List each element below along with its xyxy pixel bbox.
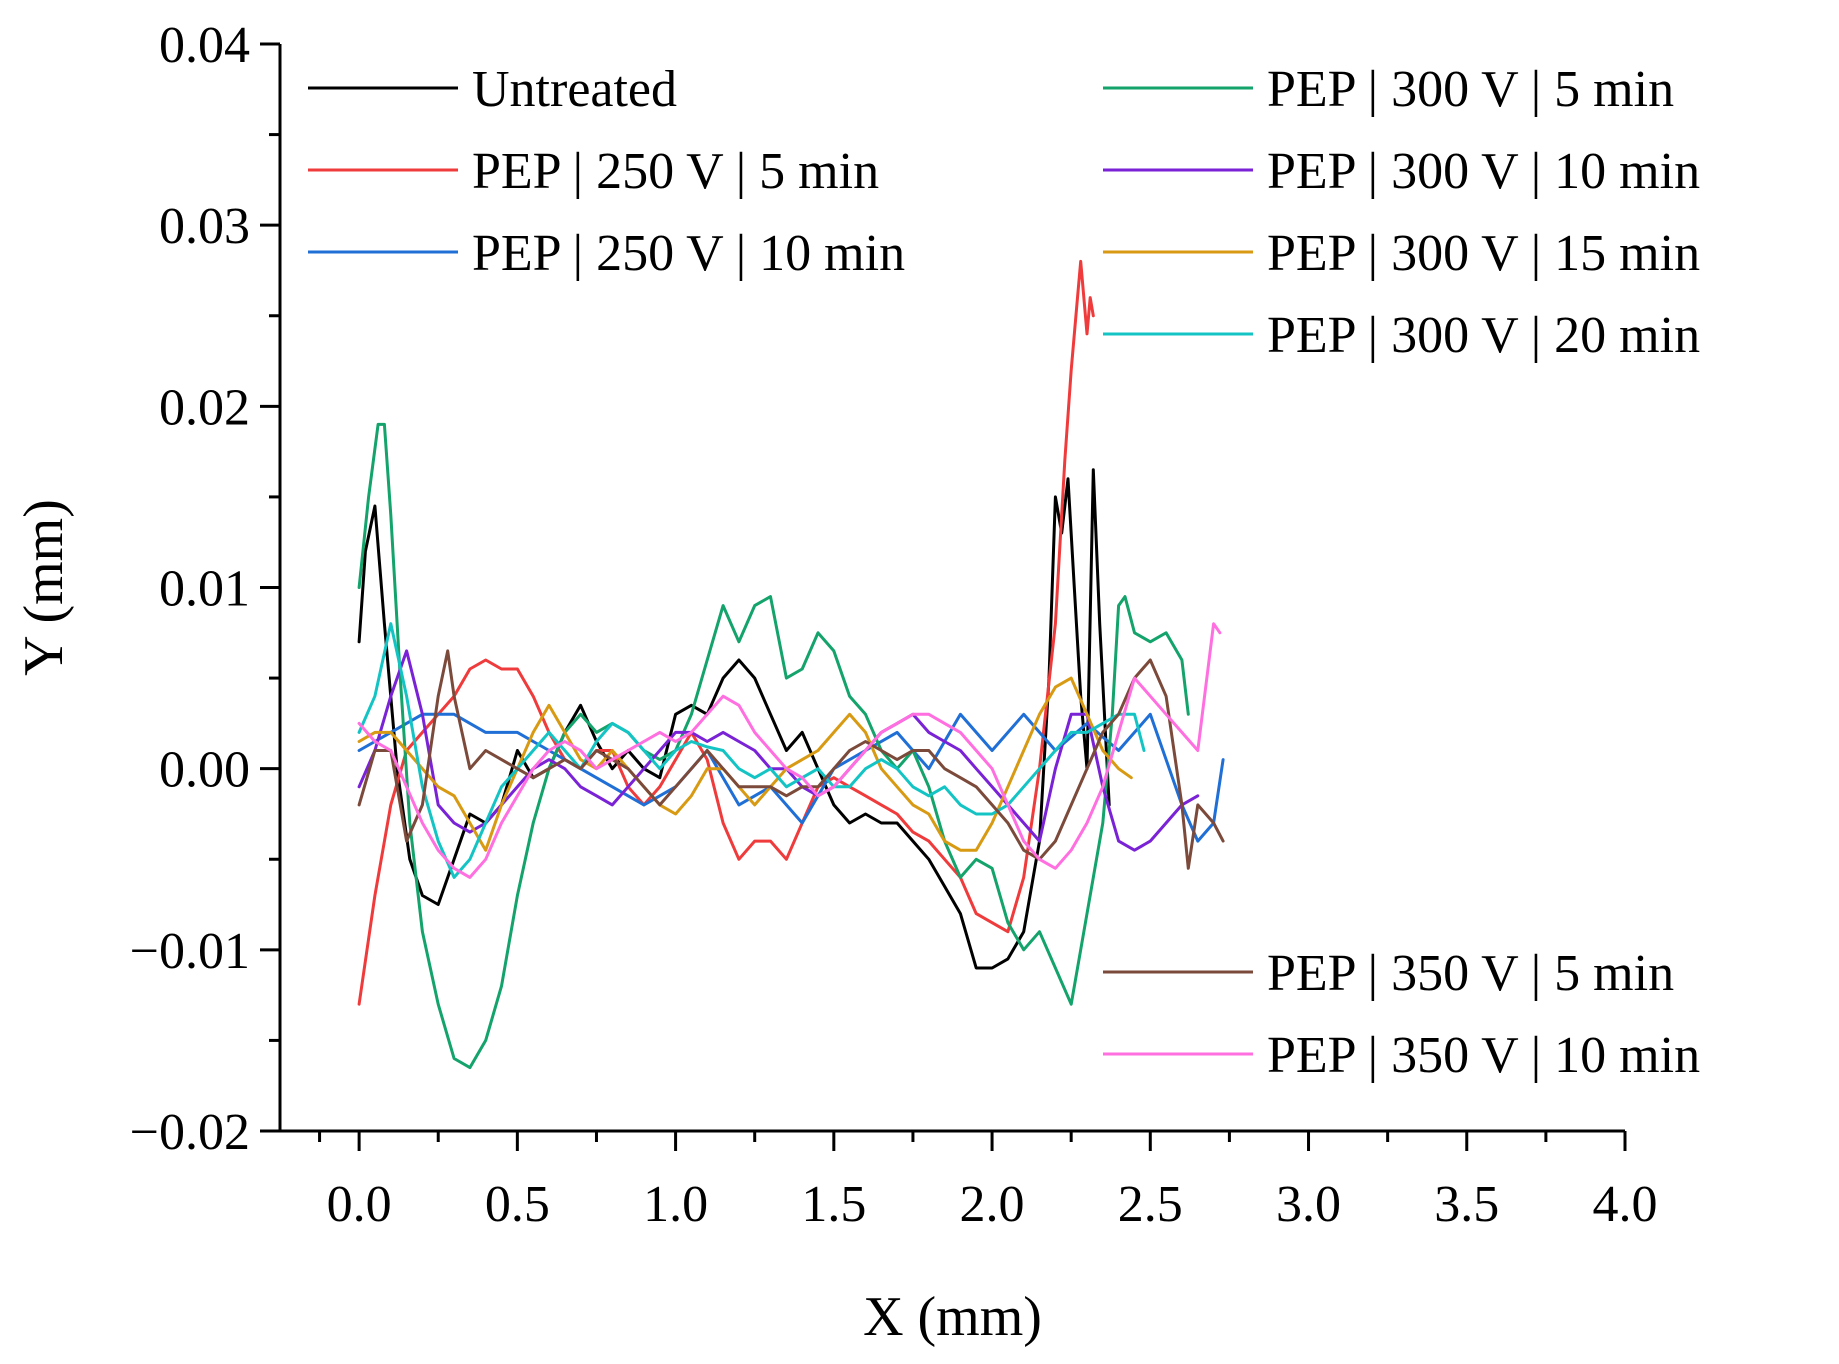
series-line-pep-350-v-10-min (357, 622, 1222, 879)
series-line-pep-300-v-15-min (357, 676, 1133, 852)
legend-label: PEP | 350 V | 5 min (1267, 945, 1674, 1002)
legend-label: PEP | 300 V | 20 min (1267, 307, 1700, 364)
y-tick-label: −0.01 (130, 923, 250, 980)
ticks-layer: −0.02 −0.01 0.00 0.01 0.02 0.03 0.04 0.0 0.5 1.0 1… (130, 17, 1658, 1233)
series-line-pep-300-v-20-min (357, 622, 1146, 879)
x-tick-label: 2.0 (960, 1176, 1025, 1233)
x-tick-label: 1.0 (643, 1176, 708, 1233)
x-tick-label: 3.5 (1434, 1176, 1499, 1233)
y-tick-label: −0.02 (130, 1104, 250, 1161)
legend-label: PEP | 300 V | 5 min (1267, 61, 1674, 118)
x-tick-label: 3.0 (1276, 1176, 1341, 1233)
series-line-pep-350-v-5-min (357, 649, 1225, 870)
legend: Untreated PEP | 250 V | 5 min PEP | 250 V … (308, 61, 1700, 1084)
y-axis-title: Y (mm) (13, 499, 75, 676)
x-axis-title: X (mm) (863, 1286, 1042, 1348)
y-tick-label: 0.04 (159, 17, 250, 74)
x-tick-label: 1.5 (801, 1176, 866, 1233)
legend-label: Untreated (472, 61, 677, 118)
x-tick-label: 2.5 (1118, 1176, 1183, 1233)
y-tick-label: 0.03 (159, 198, 250, 255)
series-line-pep-250-v-5-min (357, 259, 1095, 1006)
y-tick-label: 0.02 (159, 379, 250, 436)
x-tick-label: 4.0 (1593, 1176, 1658, 1233)
legend-label: PEP | 250 V | 10 min (472, 225, 905, 282)
x-tick-label: 0.0 (327, 1176, 392, 1233)
series-line-pep-250-v-10-min (357, 712, 1225, 843)
y-tick-label: 0.01 (159, 561, 250, 618)
series-line-pep-300-v-5-min (357, 422, 1190, 1070)
legend-label: PEP | 300 V | 15 min (1267, 225, 1700, 282)
x-tick-label: 0.5 (485, 1176, 550, 1233)
legend-label: PEP | 350 V | 10 min (1267, 1027, 1700, 1084)
legend-label: PEP | 300 V | 10 min (1267, 143, 1700, 200)
legend-label: PEP | 250 V | 5 min (472, 143, 879, 200)
series-line-untreated (357, 468, 1111, 970)
series-layer (357, 259, 1225, 1070)
y-tick-label: 0.00 (159, 742, 250, 799)
